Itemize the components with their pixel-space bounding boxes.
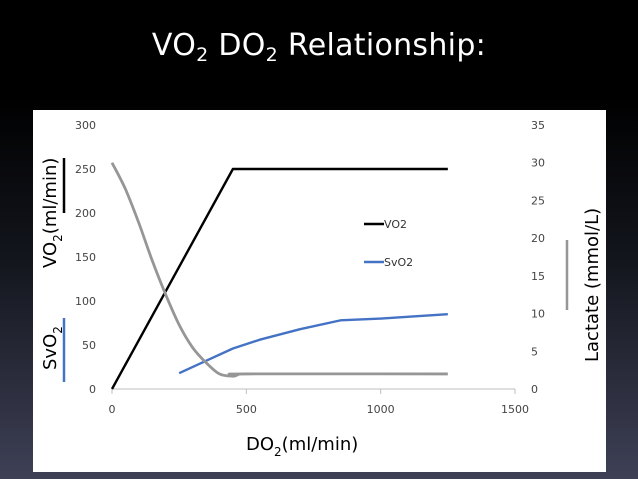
y-left-tick-label: 200	[75, 207, 96, 220]
y-left-tick-label: 0	[89, 383, 96, 396]
y-right-tick-label: 5	[531, 345, 538, 358]
y-right-tick-label: 15	[531, 270, 545, 283]
x-axis-label: DO2(ml/min)	[246, 434, 358, 459]
y-left-tick-label: 50	[82, 339, 96, 352]
x-tick-label: 1500	[501, 403, 529, 416]
y-right-tick-label: 30	[531, 157, 545, 170]
legend-label-svo2: SvO2	[384, 256, 413, 269]
series-line-lactate	[110, 162, 448, 378]
y-left-tick-label: 300	[75, 119, 96, 132]
y-right-tick-label: 10	[531, 308, 545, 321]
y-right-tick-label: 20	[531, 232, 545, 245]
series-line-vo2	[110, 167, 448, 390]
y-axis-label-left-bottom: SvO2	[40, 326, 65, 370]
y-axis-label-right: Lactate (mmol/L)	[582, 208, 603, 362]
y-left-tick-label: 100	[75, 295, 96, 308]
y-right-tick-label: 35	[531, 119, 545, 132]
slide-title: VO2 DO2 Relationship:	[151, 28, 487, 66]
x-tick-label: 1000	[367, 403, 395, 416]
y-left-tick-label: 150	[75, 251, 96, 264]
y-left-tick-label: 250	[75, 163, 96, 176]
x-tick-label: 0	[109, 403, 116, 416]
legend-label-vo2: VO2	[384, 218, 407, 231]
y-right-tick-label: 0	[531, 383, 538, 396]
y-axis-label-left-top: VO2(ml/min)	[40, 158, 65, 268]
y-right-tick-label: 25	[531, 194, 545, 207]
x-tick-label: 500	[236, 403, 257, 416]
series-line-svo2	[178, 313, 448, 375]
chart-background	[33, 110, 606, 472]
legend: VO2 SvO2	[364, 218, 413, 269]
